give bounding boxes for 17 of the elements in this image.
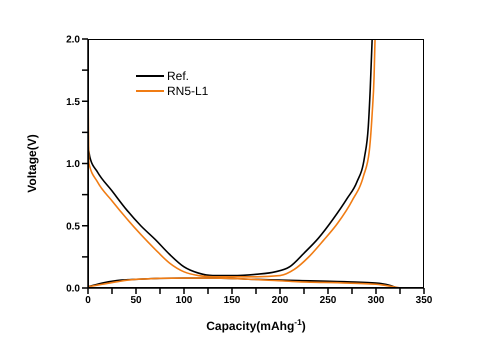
y-axis-title: Voltage(V)	[25, 134, 39, 193]
y-tick-label: 1.5	[66, 96, 80, 108]
legend-label: RN5-L1	[167, 84, 208, 98]
x-tick-label: 100	[176, 295, 193, 306]
x-tick-label: 200	[272, 295, 289, 306]
y-tick-label: 0.0	[66, 284, 80, 295]
x-tick-label: 250	[320, 295, 337, 306]
x-tick-label: 0	[85, 295, 92, 306]
x-tick-label: 350	[416, 295, 433, 306]
x-tick-label: 150	[224, 295, 241, 306]
y-tick-label: 0.5	[66, 221, 80, 232]
y-tick-label: 2.0	[66, 34, 80, 46]
y-tick-label: 1.0	[66, 159, 80, 170]
x-tick-label: 50	[130, 295, 142, 306]
x-axis-title: Capacity(mAhg$^{-1}$)	[206, 317, 306, 333]
legend-label: Ref.	[167, 68, 190, 82]
x-tick-label: 300	[368, 295, 385, 306]
